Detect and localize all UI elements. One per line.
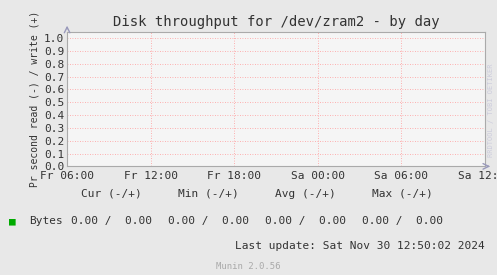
Text: Min (-/+): Min (-/+) [178,189,239,199]
Text: Max (-/+): Max (-/+) [372,189,433,199]
Text: 0.00 /  0.00: 0.00 / 0.00 [362,216,443,226]
Text: 0.00 /  0.00: 0.00 / 0.00 [265,216,346,226]
Text: Last update: Sat Nov 30 12:50:02 2024: Last update: Sat Nov 30 12:50:02 2024 [235,241,485,251]
Y-axis label: Pr second read (-) / write (+): Pr second read (-) / write (+) [30,11,40,187]
Text: 0.00 /  0.00: 0.00 / 0.00 [72,216,152,226]
Text: 0.00 /  0.00: 0.00 / 0.00 [168,216,249,226]
Text: RRDTOOL / TOBI OETIKER: RRDTOOL / TOBI OETIKER [488,63,494,157]
Title: Disk throughput for /dev/zram2 - by day: Disk throughput for /dev/zram2 - by day [112,15,439,29]
Text: Cur (-/+): Cur (-/+) [82,189,142,199]
Text: ■: ■ [9,216,16,226]
Text: Bytes: Bytes [29,216,63,226]
Text: Munin 2.0.56: Munin 2.0.56 [216,262,281,271]
Text: Avg (-/+): Avg (-/+) [275,189,336,199]
